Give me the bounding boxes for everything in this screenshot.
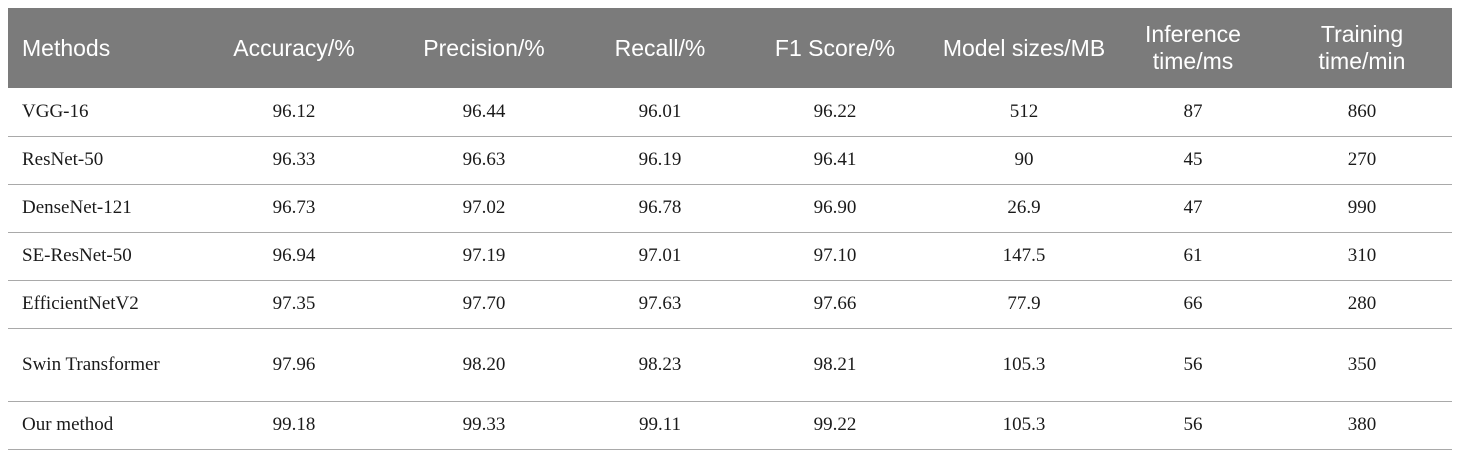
table-row: ResNet-50 96.33 96.63 96.19 96.41 90 45 … bbox=[8, 136, 1452, 184]
recall-cell: 96.01 bbox=[638, 100, 682, 122]
f1-score-cell: 97.10 bbox=[813, 245, 857, 266]
inference-time-cell: 61 bbox=[1183, 245, 1203, 266]
method-name-cell: SE-ResNet-50 bbox=[22, 245, 132, 266]
inference-time-cell: 45 bbox=[1183, 149, 1203, 170]
inference-time-cell: 47 bbox=[1183, 197, 1203, 218]
training-time-cell: 350 bbox=[1347, 353, 1377, 375]
accuracy-cell: 97.96 bbox=[272, 353, 316, 375]
precision-cell: 96.63 bbox=[462, 149, 506, 170]
precision-cell: 97.19 bbox=[462, 245, 506, 266]
method-name-cell: DenseNet-121 bbox=[22, 197, 132, 218]
training-time-cell: 990 bbox=[1347, 197, 1377, 218]
model-size-cell: 512 bbox=[1009, 100, 1039, 122]
recall-cell: 96.78 bbox=[638, 197, 682, 218]
table-row: VGG-16 96.12 96.44 96.01 96.22 512 87 86… bbox=[8, 88, 1452, 136]
column-header-methods: Methods bbox=[22, 34, 111, 61]
comparison-table-container: Methods Accuracy/% Precision/% Recall/% … bbox=[8, 8, 1452, 450]
method-name-cell: Our method bbox=[22, 414, 114, 435]
model-size-cell: 105.3 bbox=[1002, 414, 1046, 435]
recall-cell: 96.19 bbox=[638, 149, 682, 170]
f1-score-cell: 98.21 bbox=[813, 353, 857, 375]
inference-time-cell: 87 bbox=[1183, 100, 1203, 122]
precision-cell: 96.44 bbox=[462, 100, 506, 122]
model-size-cell: 147.5 bbox=[1002, 245, 1046, 266]
accuracy-cell: 96.94 bbox=[272, 245, 316, 266]
recall-cell: 97.63 bbox=[638, 293, 682, 314]
table-header-row: Methods Accuracy/% Precision/% Recall/% … bbox=[8, 8, 1452, 88]
f1-score-cell: 99.22 bbox=[813, 414, 857, 435]
column-header-inference-time: Inference time/ms bbox=[1145, 21, 1241, 74]
inference-time-cell: 56 bbox=[1183, 414, 1203, 435]
recall-cell: 97.01 bbox=[638, 245, 682, 266]
precision-cell: 97.02 bbox=[462, 197, 506, 218]
table-row: Our method 99.18 99.33 99.11 99.22 105.3… bbox=[8, 401, 1452, 449]
recall-cell: 99.11 bbox=[638, 414, 682, 435]
model-size-cell: 105.3 bbox=[1002, 353, 1046, 375]
column-header-accuracy: Accuracy/% bbox=[233, 34, 355, 61]
precision-cell: 97.70 bbox=[462, 293, 506, 314]
training-time-cell: 310 bbox=[1347, 245, 1377, 266]
method-name-cell: Swin Transformer bbox=[22, 353, 160, 375]
training-time-cell: 270 bbox=[1347, 149, 1377, 170]
column-header-recall: Recall/% bbox=[614, 34, 706, 61]
accuracy-cell: 99.18 bbox=[272, 414, 316, 435]
f1-score-cell: 97.66 bbox=[813, 293, 857, 314]
f1-score-cell: 96.41 bbox=[813, 149, 857, 170]
column-header-model-size: Model sizes/MB bbox=[942, 34, 1106, 61]
accuracy-cell: 96.73 bbox=[272, 197, 316, 218]
model-size-cell: 26.9 bbox=[1007, 197, 1041, 218]
table-row: Swin Transformer 97.96 98.20 98.23 98.21… bbox=[8, 328, 1452, 401]
comparison-table: Methods Accuracy/% Precision/% Recall/% … bbox=[8, 8, 1452, 450]
recall-cell: 98.23 bbox=[638, 353, 682, 375]
training-time-cell: 380 bbox=[1347, 414, 1377, 435]
method-name-cell: EfficientNetV2 bbox=[22, 293, 139, 314]
column-header-training-time: Training time/min bbox=[1318, 21, 1406, 74]
table-row: EfficientNetV2 97.35 97.70 97.63 97.66 7… bbox=[8, 280, 1452, 328]
accuracy-cell: 97.35 bbox=[272, 293, 316, 314]
table-row: DenseNet-121 96.73 97.02 96.78 96.90 26.… bbox=[8, 184, 1452, 232]
precision-cell: 98.20 bbox=[462, 353, 506, 375]
table-row: SE-ResNet-50 96.94 97.19 97.01 97.10 147… bbox=[8, 232, 1452, 280]
f1-score-cell: 96.22 bbox=[813, 100, 857, 122]
method-name-cell: VGG-16 bbox=[22, 100, 89, 122]
training-time-cell: 280 bbox=[1347, 293, 1377, 314]
column-header-precision: Precision/% bbox=[423, 34, 545, 61]
training-time-cell: 860 bbox=[1347, 100, 1377, 122]
model-size-cell: 77.9 bbox=[1007, 293, 1041, 314]
method-name-cell: ResNet-50 bbox=[22, 149, 104, 170]
f1-score-cell: 96.90 bbox=[813, 197, 857, 218]
accuracy-cell: 96.12 bbox=[272, 100, 316, 122]
inference-time-cell: 56 bbox=[1183, 353, 1203, 375]
accuracy-cell: 96.33 bbox=[272, 149, 316, 170]
inference-time-cell: 66 bbox=[1183, 293, 1203, 314]
column-header-f1-score: F1 Score/% bbox=[774, 34, 896, 61]
model-size-cell: 90 bbox=[1014, 149, 1034, 170]
precision-cell: 99.33 bbox=[462, 414, 506, 435]
